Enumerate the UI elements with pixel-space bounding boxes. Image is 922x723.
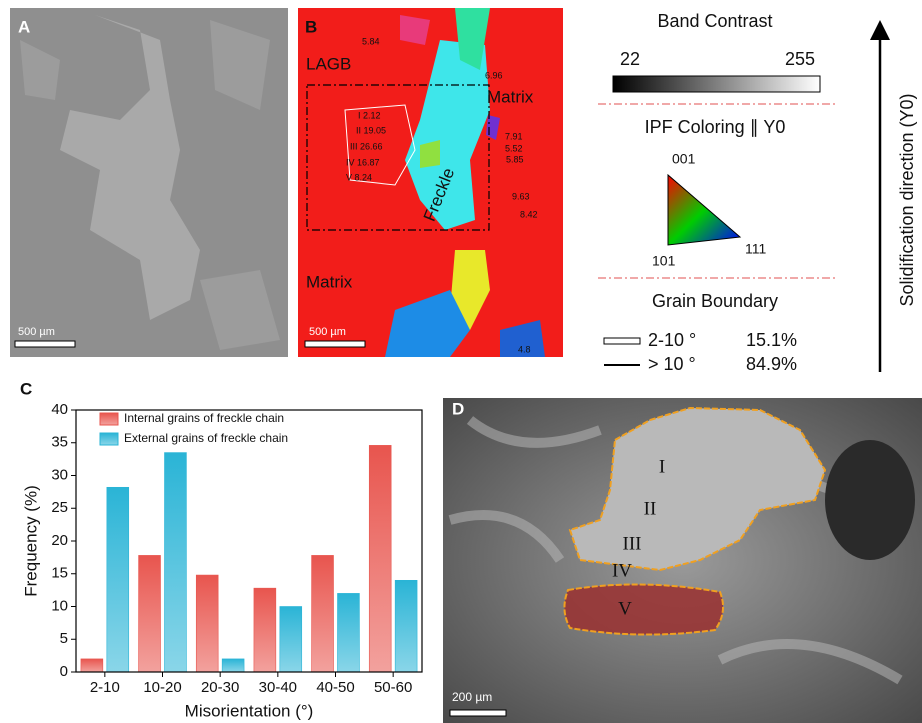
map-annotation: Matrix (306, 272, 353, 291)
x-tick-label: 40-50 (316, 679, 354, 696)
ipf-triangle (668, 175, 740, 245)
y-tick-label: 10 (51, 597, 68, 614)
chart: C Frequency (%) Misorientation (°) 0 5 10 1… (20, 379, 422, 720)
bar (338, 593, 360, 672)
legend-swatch (100, 433, 118, 445)
map-annotation: 5.52 (505, 143, 523, 153)
region-label: I (659, 456, 665, 477)
bar (107, 487, 129, 672)
panel-label: B (305, 17, 317, 36)
y-tick-label: 15 (51, 565, 68, 582)
scale-label: 200 µm (452, 690, 492, 704)
y-tick-label: 25 (51, 499, 68, 516)
panel-label: C (20, 379, 32, 398)
legend-label: > 10 ° (648, 354, 696, 374)
scale-bar (450, 710, 506, 716)
map-annotation: V 8.24 (346, 172, 372, 182)
legend-title: IPF Coloring ∥ Y0 (645, 117, 786, 137)
legend-value: 84.9% (746, 354, 797, 374)
y-axis-title: Frequency (%) (21, 485, 40, 596)
x-tick-label: 30-40 (259, 679, 297, 696)
x-tick-label: 10-20 (143, 679, 181, 696)
scale-label: 500 µm (309, 326, 346, 338)
map-annotation: IV 16.87 (346, 157, 380, 167)
y-tick-label: 5 (60, 630, 68, 647)
map-annotation: LAGB (306, 54, 351, 73)
figure: A 500 µm B 500 µm 5.84 LAGB 6.96 Matrix I 2.… (0, 0, 922, 723)
bar (81, 659, 103, 672)
legend-value: 15.1% (746, 330, 797, 350)
bar (196, 575, 218, 672)
region-label: IV (612, 560, 632, 581)
scale-label: 500 µm (18, 326, 55, 338)
legend-title: Grain Boundary (652, 291, 778, 311)
region-label: II (644, 498, 657, 519)
panel-b: B 500 µm 5.84 LAGB 6.96 Matrix I 2.12 II 19.0… (298, 8, 563, 357)
map-annotation: 9.63 (512, 191, 530, 201)
bar (222, 659, 244, 672)
map-annotation: 5.85 (506, 154, 524, 164)
region-label: V (618, 598, 632, 619)
map-annotation: II 19.05 (356, 125, 386, 135)
map-annotation: III 26.66 (350, 141, 383, 151)
bar (254, 588, 276, 672)
scale-min: 22 (620, 49, 640, 69)
x-tick-label: 2-10 (90, 679, 120, 696)
low-angle-swatch (604, 338, 640, 344)
ipf-corner: 001 (672, 151, 696, 167)
bar (395, 580, 417, 672)
legend-label: Internal grains of freckle chain (124, 411, 284, 425)
scale-bar (15, 341, 75, 347)
legend-title: Band Contrast (657, 11, 772, 31)
panel-label: A (18, 17, 30, 36)
colorbar (613, 76, 820, 92)
bar (280, 607, 302, 673)
map-annotation: 6.96 (485, 70, 503, 80)
y-tick-label: 0 (60, 663, 68, 680)
bar (312, 555, 334, 672)
ipf-corner: 101 (652, 253, 676, 269)
bar (369, 445, 391, 672)
x-axis-title: Misorientation (°) (185, 701, 314, 720)
legend-label: 2-10 ° (648, 330, 696, 350)
map-annotation: Matrix (487, 87, 534, 106)
map-annotation: 5.84 (362, 36, 380, 46)
scale-bar (305, 341, 365, 347)
panel-label: D (452, 399, 464, 418)
panel-a: A 500 µm (10, 8, 288, 357)
direction-label: Solidification direction (Y0) (897, 93, 917, 306)
region-v (564, 584, 723, 634)
map-annotation: 4.8 (518, 344, 531, 354)
x-tick-label: 50-60 (374, 679, 412, 696)
map-annotation: 7.91 (505, 131, 523, 141)
legend-swatch (100, 413, 118, 425)
y-tick-label: 30 (51, 466, 68, 483)
bar (139, 555, 161, 672)
legend-panel: Band Contrast 22 255 IPF Coloring ∥ Y0 0… (598, 11, 835, 374)
x-tick-label: 20-30 (201, 679, 239, 696)
y-tick-label: 35 (51, 434, 68, 451)
region-label: III (623, 533, 642, 554)
texture (825, 440, 915, 560)
legend-label: External grains of freckle chain (124, 431, 288, 445)
map-annotation: 8.42 (520, 209, 538, 219)
y-tick-label: 40 (51, 401, 68, 418)
grain (400, 15, 430, 45)
ipf-corner: 111 (745, 241, 766, 257)
bar (165, 453, 187, 672)
scale-max: 255 (785, 49, 815, 69)
map-annotation: I 2.12 (358, 110, 381, 120)
y-tick-label: 20 (51, 532, 68, 549)
